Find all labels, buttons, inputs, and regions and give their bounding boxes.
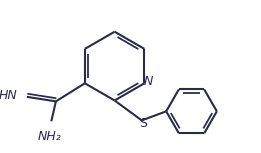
Text: S: S bbox=[139, 117, 147, 130]
Text: NH₂: NH₂ bbox=[38, 130, 61, 143]
Text: HN: HN bbox=[0, 90, 18, 103]
Text: N: N bbox=[143, 75, 153, 88]
